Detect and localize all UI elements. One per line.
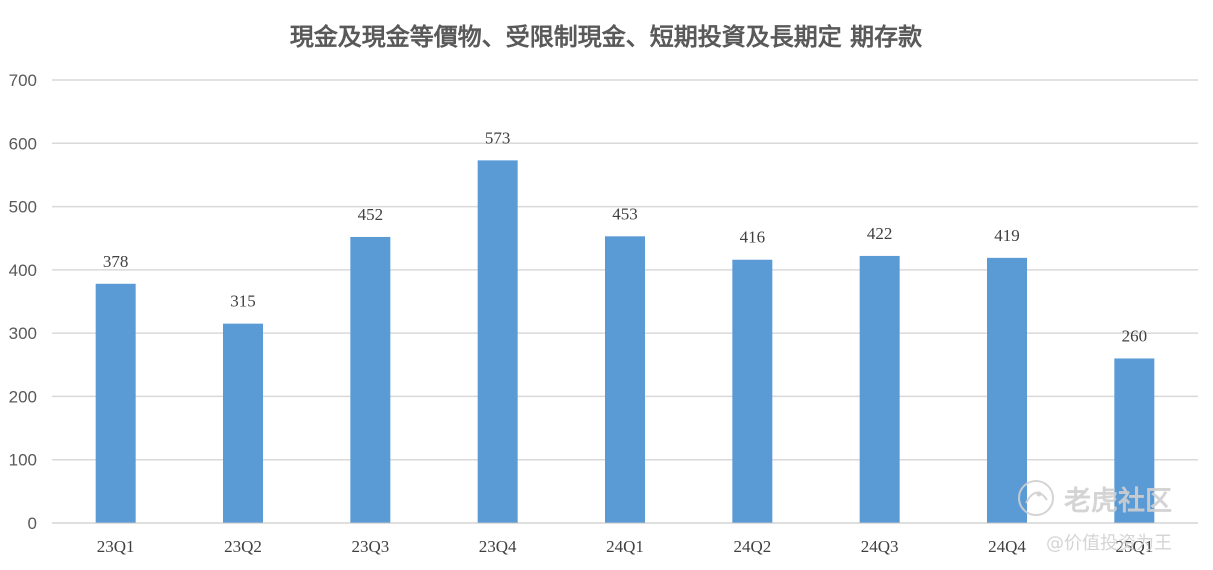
bar-24q3: [859, 255, 900, 524]
y-tick-label: 500: [9, 198, 37, 217]
data-label-23q2: 315: [230, 292, 256, 311]
chart-title: 現金及現金等價物、受限制現金、短期投資及長期定 期存款: [290, 23, 923, 51]
data-label-24q2: 416: [740, 228, 766, 247]
watermark: 老虎社区 @价值投资为王: [1018, 480, 1172, 554]
data-label-23q1: 378: [103, 252, 129, 271]
x-category-label: 24Q4: [988, 537, 1026, 556]
data-labels: 378 315 452 573 453 416 422 419 260: [103, 128, 1147, 345]
data-label-23q4: 573: [485, 128, 511, 147]
data-label-24q3: 422: [867, 224, 893, 243]
y-tick-label: 100: [9, 451, 37, 470]
y-tick-label: 700: [9, 71, 37, 90]
data-label-24q4: 419: [994, 226, 1020, 245]
bar-24q4: [987, 257, 1027, 523]
bar-23q4: [477, 160, 518, 523]
x-category-label: 23Q3: [351, 537, 389, 556]
data-label-24q1: 453: [612, 204, 638, 223]
bar-23q1: [95, 283, 136, 523]
x-category-label: 23Q1: [97, 537, 135, 556]
y-tick-label: 0: [28, 514, 37, 533]
x-axis-category-labels: 23Q1 23Q2 23Q3 23Q4 24Q1 24Q2 24Q3 24Q4 25Q1: [97, 537, 1153, 556]
watermark-author: @价值投资为王: [1046, 533, 1172, 554]
bars: [95, 160, 1155, 524]
y-tick-label: 200: [9, 387, 37, 406]
y-tick-label: 600: [9, 134, 37, 153]
x-category-label: 23Q2: [224, 537, 262, 556]
watermark-brand: 老虎社区: [1064, 485, 1172, 517]
tiger-logo-icon: [1018, 480, 1054, 516]
x-category-label: 24Q1: [606, 537, 644, 556]
y-tick-label: 300: [9, 324, 37, 343]
y-axis-tick-labels: 0 100 200 300 400 500 600 700: [9, 71, 37, 533]
bar-23q2: [223, 323, 263, 523]
bar-23q3: [350, 236, 391, 523]
x-category-label: 24Q2: [733, 537, 771, 556]
x-category-label: 24Q3: [861, 537, 899, 556]
bar-24q1: [605, 236, 645, 523]
x-category-label: 25Q1: [1115, 537, 1153, 556]
bar-24q2: [732, 259, 773, 523]
x-category-label: 23Q4: [479, 537, 517, 556]
bar-25q1: [1114, 358, 1155, 523]
data-label-25q1: 260: [1122, 326, 1148, 345]
data-label-23q3: 452: [358, 205, 384, 224]
y-tick-label: 400: [9, 261, 37, 280]
